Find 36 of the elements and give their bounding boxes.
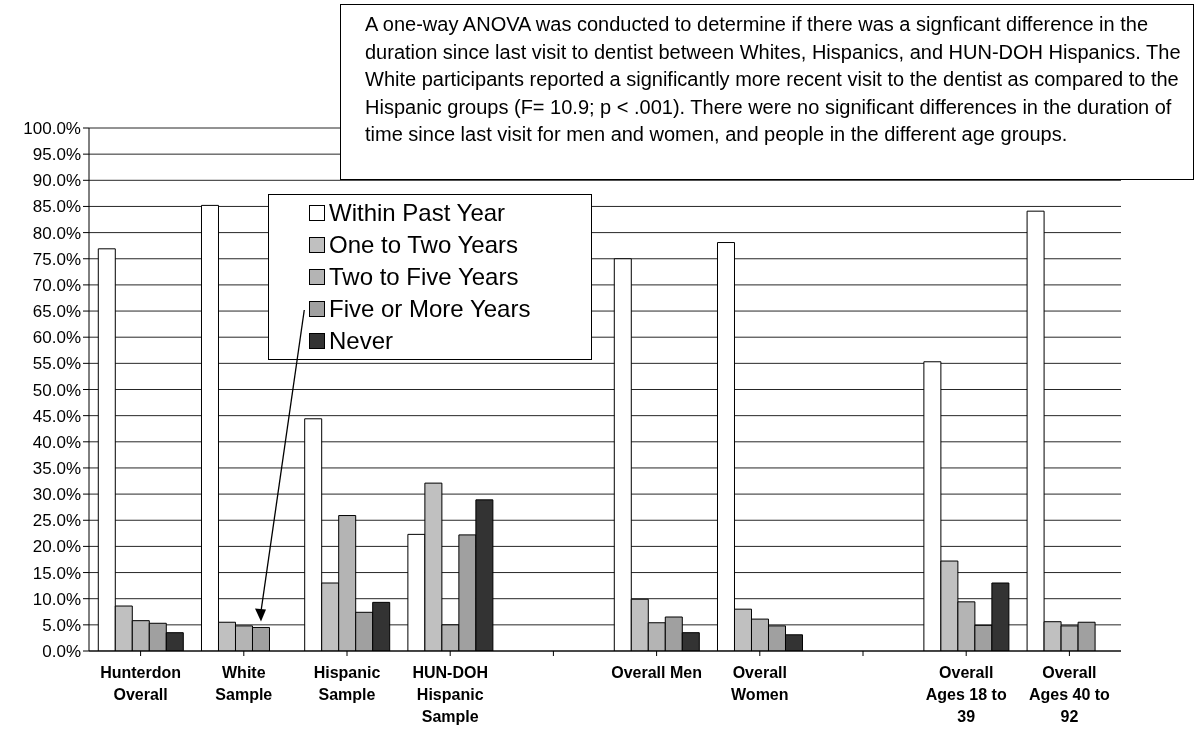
text-box: A one-way ANOVA was conducted to determine if there was a signficant difference in the duration since last visit to dentist between Whites, Hispanics, and HUN-DOH Hispanics. The White participants reported a significantly more recent visit to the dentist as compared to the Hispanic groups (F= 10.9; p < .001). There were no significant differences in the duration of time since last visit for men and women, and people in the different age groups. bbox=[340, 4, 1194, 180]
y-tick-label: 85.0% bbox=[32, 197, 81, 217]
y-tick-label: 65.0% bbox=[32, 302, 81, 322]
y-tick-label: 100.0% bbox=[23, 119, 81, 139]
y-tick-label: 15.0% bbox=[32, 563, 81, 583]
x-tick-label: Overall Ages 18 to 39 bbox=[925, 664, 1007, 725]
x-tick-label: HUN-DOH Hispanic Sample bbox=[412, 664, 488, 725]
y-tick-label: 70.0% bbox=[32, 275, 81, 295]
x-tick-label: Hispanic Sample bbox=[313, 664, 381, 703]
y-tick-label: 35.0% bbox=[32, 458, 81, 478]
x-tick-label: White Sample bbox=[215, 664, 273, 703]
y-tick-label: 10.0% bbox=[32, 589, 81, 609]
y-tick-label: 95.0% bbox=[32, 145, 81, 165]
y-tick-label: 75.0% bbox=[32, 249, 81, 269]
x-tick-label: Overall Women bbox=[731, 664, 789, 703]
y-tick-label: 40.0% bbox=[32, 432, 81, 452]
y-tick-label: 5.0% bbox=[42, 615, 81, 635]
legend-label: One to Two Years bbox=[329, 230, 519, 260]
y-tick-label: 55.0% bbox=[32, 354, 81, 374]
y-tick-label: 30.0% bbox=[32, 485, 81, 505]
y-tick-label: 50.0% bbox=[32, 380, 81, 400]
y-tick-label: 45.0% bbox=[32, 406, 81, 426]
y-tick-label: 60.0% bbox=[32, 328, 81, 348]
legend-label: Five or More Years bbox=[329, 294, 531, 324]
y-tick-label: 90.0% bbox=[32, 171, 81, 191]
x-tick-label: Overall Men bbox=[611, 664, 702, 681]
annotation: A one-way ANOVA was conducted to determine if there was a signficant difference in the duration since last visit to dentist between Whites, Hispanics, and HUN-DOH Hispanics. The White participants reported a significantly more recent visit to the dentist as compared to the Hispanic groups (F= 10.9; p < .001). There were no significant differences in the duration of time since last visit for men and women, and people in the different age groups. bbox=[365, 12, 1182, 147]
legend-label: Two to Five Years bbox=[329, 262, 519, 292]
x-tick-label: Overall Ages 40 to 92 bbox=[1028, 664, 1111, 725]
legend-label: Never bbox=[329, 326, 394, 356]
y-tick-label: 20.0% bbox=[32, 537, 81, 557]
x-tick-label: Hunterdon Overall bbox=[100, 664, 182, 703]
legend-label: Within Past Year bbox=[329, 198, 506, 228]
y-tick-label: 0.0% bbox=[42, 642, 81, 662]
y-tick-label: 80.0% bbox=[32, 223, 81, 243]
y-tick-label: 25.0% bbox=[32, 511, 81, 531]
